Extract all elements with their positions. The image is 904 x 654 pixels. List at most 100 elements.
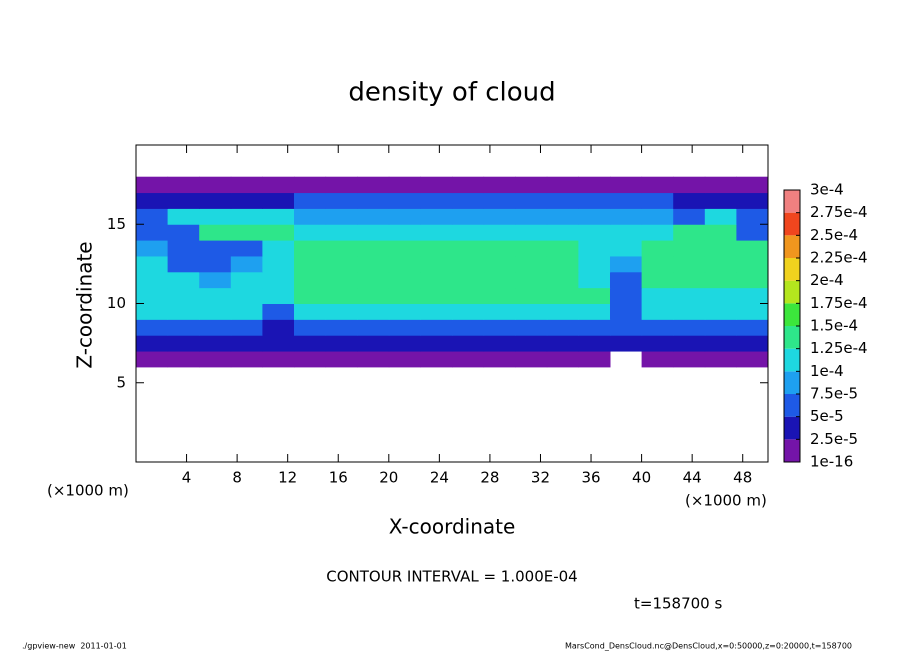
heat-cell — [578, 303, 611, 320]
heat-cell — [673, 176, 706, 194]
heat-cell — [673, 351, 706, 368]
heat-cell — [515, 335, 548, 352]
heat-cell — [578, 192, 611, 209]
heat-cell — [262, 271, 295, 289]
colorbar-segment — [784, 348, 800, 372]
heat-cell — [357, 208, 390, 225]
heat-cell — [515, 271, 548, 289]
heat-cell — [452, 351, 485, 368]
footer-left: ./gpview-new 2011-01-01 — [22, 642, 127, 651]
heat-cell — [420, 255, 453, 273]
colorbar-label: 1.25e-4 — [810, 339, 868, 357]
heat-cell — [578, 176, 611, 194]
colorbar-segment — [784, 439, 800, 462]
heat-cell — [546, 319, 579, 336]
heat-cell — [641, 335, 674, 352]
heat-cell — [294, 255, 327, 273]
heat-cell — [736, 319, 769, 336]
heat-cell — [262, 240, 295, 257]
heat-cell — [736, 351, 769, 368]
heat-cell — [610, 319, 643, 336]
colorbar-segment — [784, 258, 800, 281]
heat-cell — [704, 335, 737, 352]
heat-cell — [546, 271, 579, 289]
heat-cell — [199, 208, 232, 225]
heat-cell — [641, 176, 674, 194]
heat-cell — [452, 176, 485, 194]
heat-cell — [388, 224, 421, 241]
heat-cell — [673, 319, 706, 336]
heat-cell — [420, 176, 453, 194]
heat-cell — [136, 255, 169, 273]
x-tick-label: 28 — [480, 469, 499, 487]
heat-cell — [388, 176, 421, 194]
heat-cell — [736, 287, 769, 304]
heat-cell — [515, 224, 548, 241]
colorbar-segment — [784, 280, 800, 304]
heat-cell — [388, 351, 421, 368]
heat-cell — [515, 351, 548, 368]
y-tick-label: 5 — [116, 373, 126, 391]
heat-cell — [136, 224, 169, 241]
heat-cell — [420, 224, 453, 241]
heat-cell — [673, 287, 706, 304]
heat-cell — [230, 335, 263, 352]
heat-cell — [199, 240, 232, 257]
heat-cell — [325, 335, 358, 352]
heat-cell — [420, 240, 453, 257]
heat-cell — [704, 287, 737, 304]
x-tick-label: 4 — [182, 469, 192, 487]
x-unit: (×1000 m) — [685, 492, 767, 510]
heat-cell — [136, 287, 169, 304]
heat-cell — [388, 319, 421, 336]
heat-cell — [546, 176, 579, 194]
heat-cell — [199, 303, 232, 320]
heat-cell — [136, 351, 169, 368]
heat-cell — [388, 208, 421, 225]
heat-cell — [452, 255, 485, 273]
colorbar-segment — [784, 235, 800, 258]
heat-cell — [388, 255, 421, 273]
heat-cell — [546, 303, 579, 320]
heat-cell — [167, 255, 200, 273]
heat-cell — [262, 224, 295, 241]
x-tick-label: 24 — [430, 469, 449, 487]
footer-right: MarsCond_DensCloud.nc@DensCloud,x=0:5000… — [565, 642, 852, 651]
colorbar-label: 1.5e-4 — [810, 317, 858, 335]
heat-cell — [357, 287, 390, 304]
heat-cell — [420, 351, 453, 368]
heat-cell — [199, 271, 232, 289]
heat-cell — [294, 240, 327, 257]
heat-cell — [483, 208, 516, 225]
heat-cell — [483, 255, 516, 273]
heat-cell — [136, 192, 169, 209]
heat-cell — [167, 319, 200, 336]
heat-cell — [199, 192, 232, 209]
heat-cell — [420, 192, 453, 209]
heat-cell — [325, 319, 358, 336]
heat-cell — [294, 287, 327, 304]
heat-cell — [736, 240, 769, 257]
heat-cell — [736, 271, 769, 289]
heat-cell — [641, 240, 674, 257]
x-tick-label: 48 — [733, 469, 752, 487]
colorbar-label: 1.75e-4 — [810, 294, 868, 312]
heat-cell — [736, 176, 769, 194]
heat-cell — [230, 303, 263, 320]
heat-cell — [230, 287, 263, 304]
colorbar-segment — [784, 371, 800, 394]
heat-cell — [483, 303, 516, 320]
colorbar-segment — [784, 416, 800, 440]
heat-cell — [483, 335, 516, 352]
heat-cell — [641, 208, 674, 225]
heat-cell — [452, 271, 485, 289]
heat-cell — [483, 192, 516, 209]
heat-cell — [452, 208, 485, 225]
heat-cell — [641, 271, 674, 289]
heat-cell — [546, 255, 579, 273]
heat-cell — [483, 351, 516, 368]
heat-cell — [294, 303, 327, 320]
heat-cell — [641, 224, 674, 241]
heat-cell — [199, 255, 232, 273]
